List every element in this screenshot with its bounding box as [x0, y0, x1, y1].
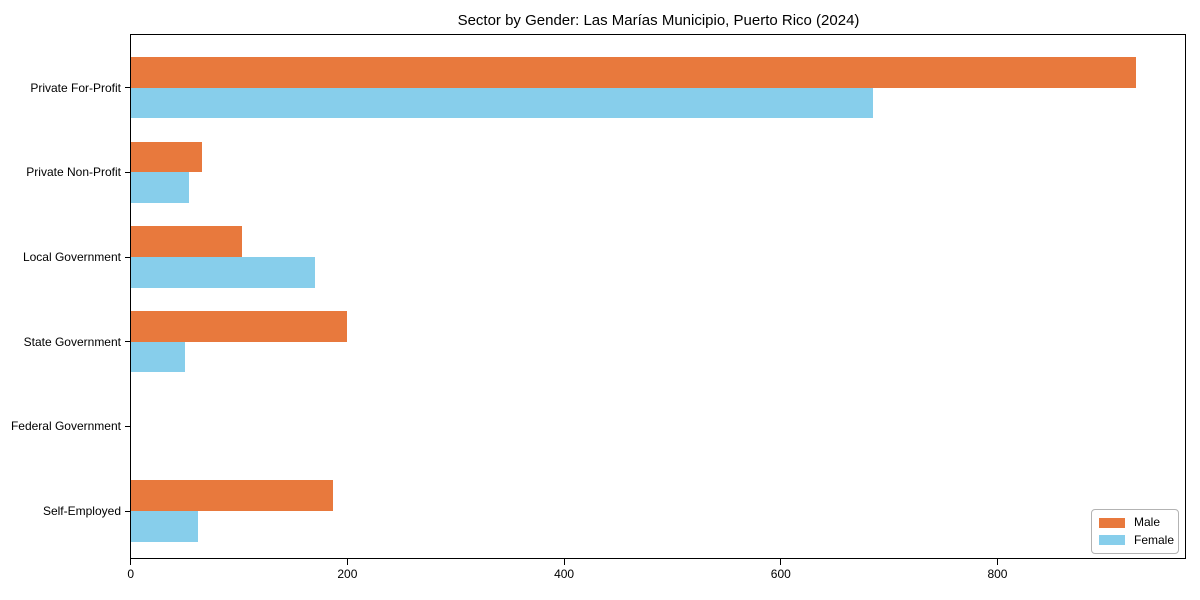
bar-male-state-government: [130, 311, 348, 342]
y-tick-label-local-government: Local Government: [22, 250, 121, 265]
x-tick-label: 800: [987, 567, 1008, 581]
legend: Male Female: [1091, 509, 1179, 554]
legend-entry-male: Male: [1099, 516, 1171, 529]
y-tick-mark: [124, 341, 131, 343]
x-tick-mark: [780, 559, 782, 565]
y-tick-mark: [124, 510, 131, 512]
bar-female-self-employed: [130, 511, 198, 542]
bar-male-private-non-profit: [130, 141, 203, 173]
legend-swatch-male: [1099, 517, 1125, 528]
bar-female-local-government: [130, 257, 315, 288]
y-tick-mark: [124, 171, 131, 173]
bar-male-private-for-profit: [130, 57, 1137, 88]
chart-title: Sector by Gender: Las Marías Municipio, …: [457, 12, 860, 29]
legend-swatch-female: [1099, 535, 1125, 546]
x-tick-label: 400: [554, 567, 575, 581]
y-tick-label-self-employed: Self-Employed: [42, 504, 121, 518]
y-tick-mark: [124, 425, 131, 427]
bar-female-state-government: [130, 341, 185, 373]
x-tick-mark: [996, 559, 998, 565]
legend-label-male: Male: [1134, 515, 1161, 530]
legend-label-female: Female: [1134, 532, 1175, 547]
legend-entry-female: Female: [1099, 532, 1175, 547]
y-tick-label-private-non-profit: Private Non-Profit: [26, 165, 121, 180]
y-tick-label-state-government: State Government: [23, 334, 121, 349]
y-tick-label-federal-government: Federal Government: [10, 419, 121, 434]
bar-male-self-employed: [130, 480, 334, 511]
y-tick-label-private-for-profit: Private For-Profit: [30, 80, 121, 95]
plot-area: [130, 34, 1186, 559]
y-tick-mark: [124, 256, 131, 258]
x-tick-label: 200: [337, 567, 358, 581]
bar-female-private-for-profit: [130, 87, 873, 119]
x-tick-label: 0: [127, 567, 135, 581]
x-tick-mark: [346, 559, 348, 565]
y-tick-mark: [124, 87, 131, 89]
bar-male-local-government: [130, 226, 243, 257]
x-tick-mark: [130, 559, 132, 565]
x-tick-mark: [563, 559, 565, 565]
bar-female-private-non-profit: [130, 172, 190, 203]
x-tick-label: 600: [770, 567, 791, 581]
